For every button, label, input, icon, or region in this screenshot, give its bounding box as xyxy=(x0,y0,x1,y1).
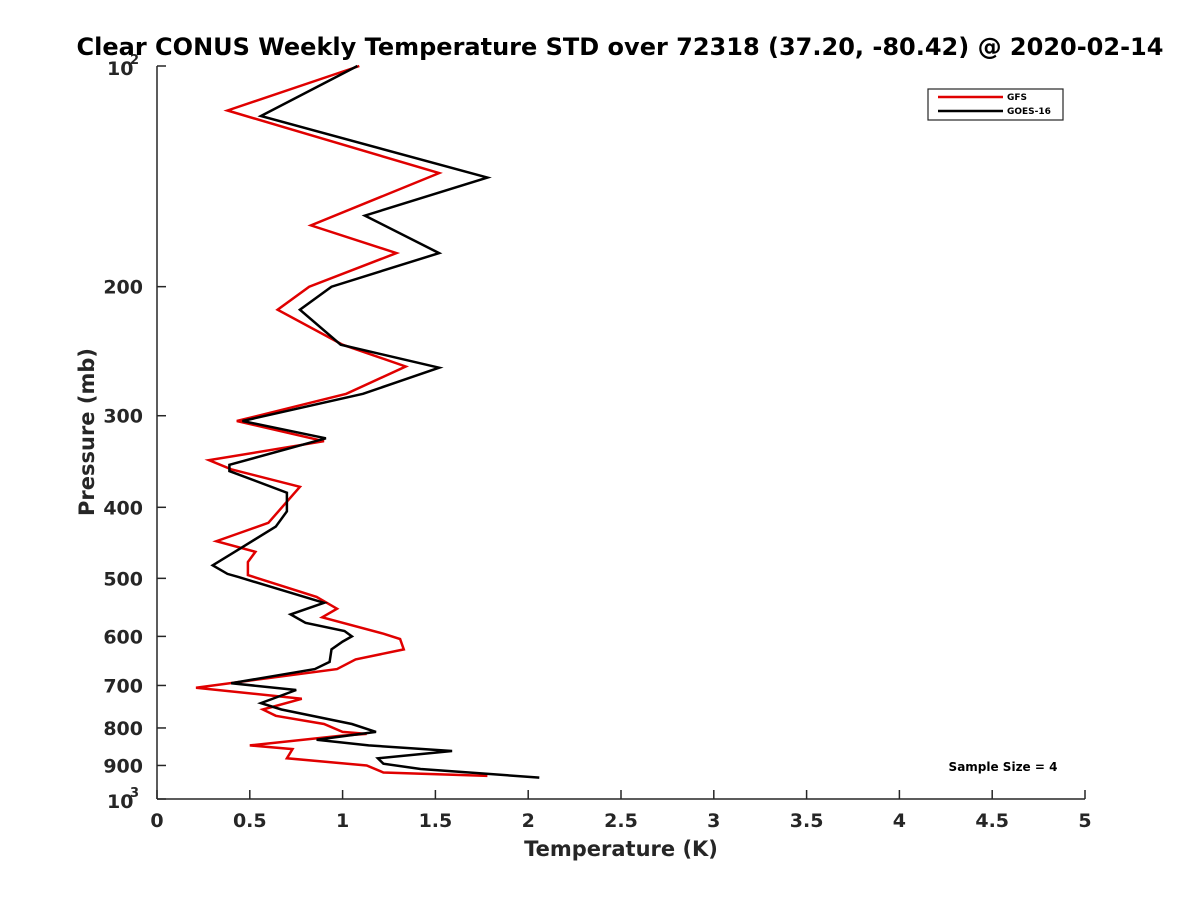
y-tick-label: 400 xyxy=(103,497,143,519)
y-tick-label-exponent: 2 xyxy=(130,53,139,68)
x-axis-ticks: 0 0.5 1 1.5 2 2.5 3 3.5 4 4.5 5 xyxy=(150,790,1092,832)
x-tick-label: 0 xyxy=(150,810,163,832)
legend: GFS GOES-16 xyxy=(927,88,1064,121)
y-axis-label: Pressure (mb) xyxy=(75,348,99,516)
x-tick-label: 2.5 xyxy=(604,810,638,832)
y-tick-label: 600 xyxy=(103,626,143,648)
legend-label-goes16: GOES-16 xyxy=(1007,107,1051,117)
y-tick-label: 900 xyxy=(103,755,143,777)
legend-label-gfs: GFS xyxy=(1007,93,1027,103)
x-tick-label: 4.5 xyxy=(975,810,1009,832)
x-tick-label: 2 xyxy=(522,810,535,832)
x-tick-label: 3.5 xyxy=(790,810,824,832)
series-line-gfs xyxy=(195,64,488,778)
legend-box xyxy=(927,88,1064,121)
x-tick-label: 4 xyxy=(893,810,906,832)
y-tick-label: 700 xyxy=(103,675,143,697)
y-tick-label-base: 10 xyxy=(107,58,133,80)
chart-title: Clear CONUS Weekly Temperature STD over … xyxy=(77,33,1164,61)
x-tick-label: 0.5 xyxy=(233,810,267,832)
x-tick-label: 3 xyxy=(707,810,720,832)
x-axis-label: Temperature (K) xyxy=(524,837,718,861)
y-tick-label: 800 xyxy=(103,718,143,740)
sample-size-annotation: Sample Size = 4 xyxy=(949,760,1058,774)
series-line-goes16 xyxy=(210,64,540,779)
x-tick-label: 5 xyxy=(1078,810,1091,832)
y-tick-label: 300 xyxy=(103,406,143,428)
y-tick-label-exponent: 3 xyxy=(130,786,139,801)
series-lines xyxy=(195,64,540,779)
y-tick-label: 200 xyxy=(103,277,143,299)
y-tick-label: 500 xyxy=(103,568,143,590)
y-tick-label-base: 10 xyxy=(107,791,133,813)
x-tick-label: 1 xyxy=(336,810,349,832)
x-tick-label: 1.5 xyxy=(419,810,453,832)
